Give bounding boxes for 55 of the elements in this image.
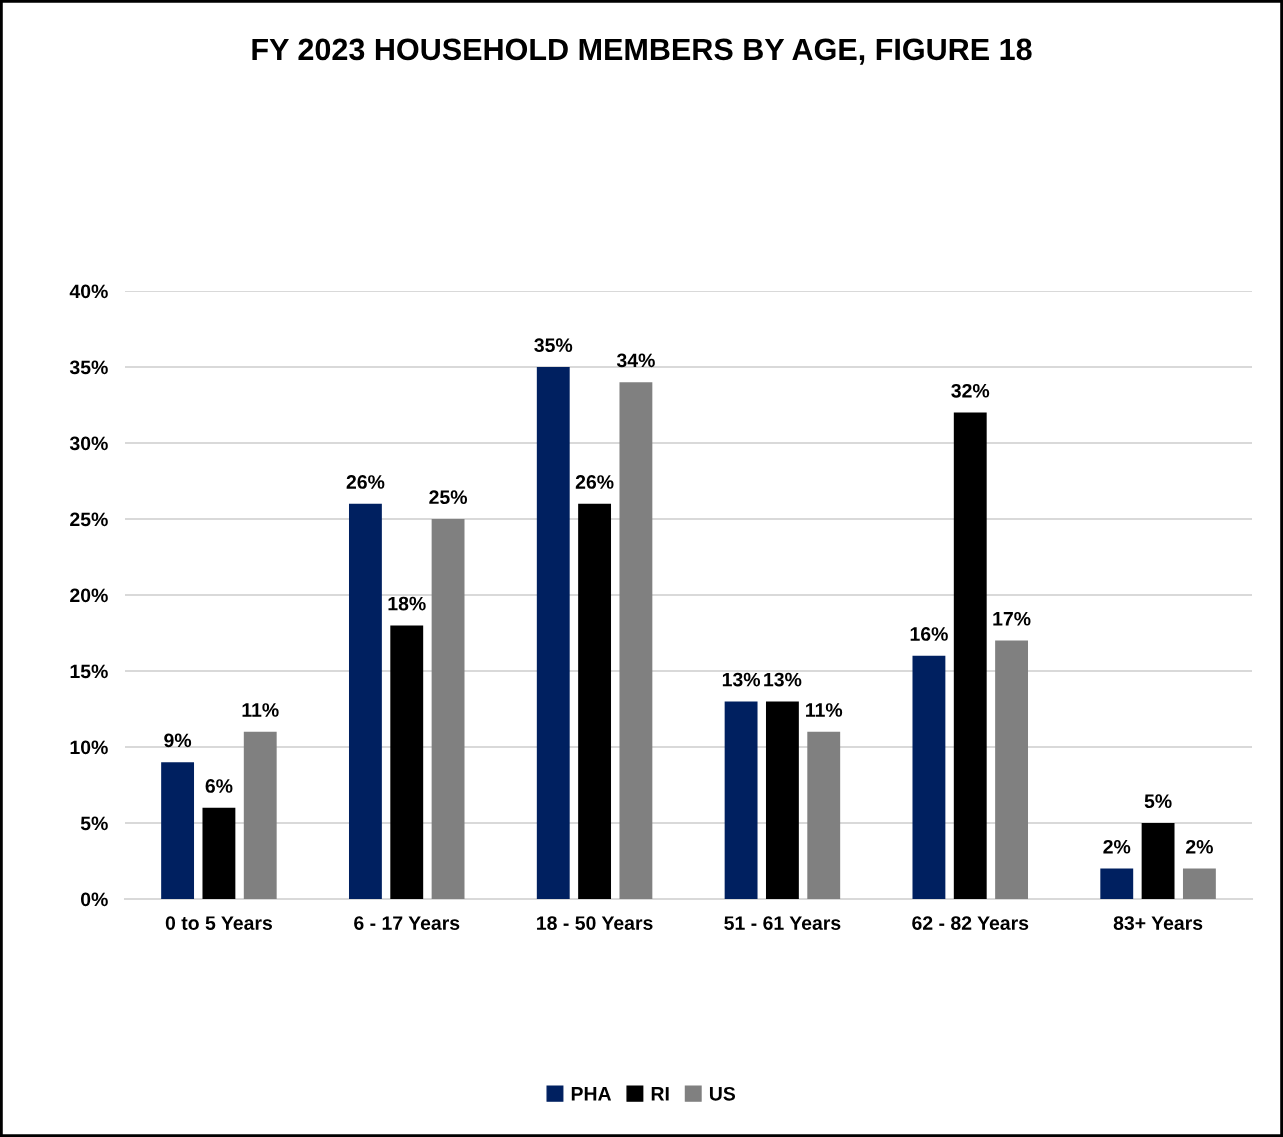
data-label: 32% [951, 383, 990, 398]
bar [619, 382, 653, 899]
bar [578, 503, 612, 899]
bar [995, 640, 1029, 899]
y-tick-label: 25% [70, 512, 108, 527]
bar [431, 519, 465, 899]
y-tick-label: 15% [70, 664, 108, 679]
x-tick-label: 62 - 82 Years [912, 916, 1029, 930]
bar [536, 367, 570, 899]
y-tick-label: 30% [69, 436, 108, 451]
x-tick-label: 51 - 61 Years [724, 916, 841, 930]
data-label: 11% [806, 703, 843, 717]
data-label: 9% [164, 733, 192, 748]
data-label: 17% [993, 611, 1031, 626]
legend-label: US [709, 1086, 736, 1101]
data-label: 25% [429, 490, 468, 505]
bar [348, 503, 382, 899]
data-label: 26% [346, 475, 385, 489]
bar [807, 731, 841, 899]
bar [390, 625, 424, 899]
data-label: 16% [910, 627, 948, 641]
y-tick-label: 35% [69, 360, 108, 375]
y-tick-label: 20% [70, 588, 108, 603]
y-tick-label: 0% [81, 892, 108, 907]
bar [1141, 823, 1175, 899]
y-tick-label: 5% [80, 816, 108, 831]
y-tick-label: 40% [69, 284, 108, 299]
x-tick-label: 18 - 50 Years [537, 916, 653, 930]
data-label: 34% [616, 353, 655, 368]
bar [724, 701, 758, 899]
data-label: 2% [1186, 839, 1213, 854]
legend-label: RI [651, 1087, 669, 1101]
data-label: 11% [242, 703, 279, 717]
data-label: 6% [205, 779, 233, 793]
chart-title: FY 2023 HOUSEHOLD MEMBERS BY AGE, FIGURE 18 [252, 38, 1032, 65]
bar [161, 762, 195, 899]
x-tick-label: 6 - 17 Years [354, 916, 460, 930]
bar [1182, 868, 1216, 899]
data-label: 13% [722, 672, 761, 687]
data-label: 35% [534, 338, 573, 353]
data-label: 2% [1103, 839, 1131, 854]
data-label: 18% [388, 596, 426, 611]
x-tick-label: 83+ Years [1113, 916, 1203, 930]
data-label: 5% [1144, 794, 1172, 809]
bar [765, 701, 799, 899]
data-label: 13% [764, 672, 802, 687]
bar [1100, 868, 1134, 899]
bar [953, 412, 987, 899]
y-tick-label: 10% [70, 740, 108, 755]
bar [912, 655, 946, 899]
bar [202, 807, 236, 899]
bar [243, 731, 277, 899]
data-label: 26% [575, 475, 614, 489]
x-tick-label: 0 to 5 Years [165, 916, 272, 930]
legend-label: PHA [571, 1087, 612, 1101]
